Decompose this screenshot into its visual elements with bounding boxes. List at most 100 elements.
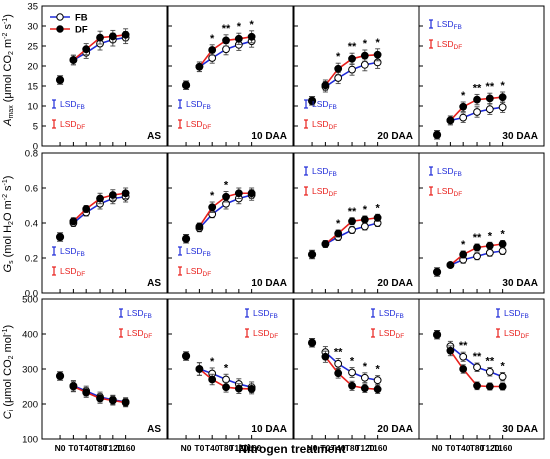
point-df xyxy=(208,203,217,212)
y-tick-label: 25 xyxy=(27,42,38,53)
x-tick-label: T160 xyxy=(493,443,513,453)
panel-label: 30 DAA xyxy=(502,131,538,142)
point-fb xyxy=(498,372,507,381)
point-df xyxy=(208,46,217,54)
x-tick-label: T0 xyxy=(320,443,330,453)
panel-frame xyxy=(293,5,420,147)
x-tick-label: N0 xyxy=(307,443,318,453)
point-df xyxy=(473,95,481,104)
legend-marker-fb xyxy=(56,13,64,21)
point-df xyxy=(334,229,343,238)
point-df xyxy=(459,365,468,373)
panel-frame xyxy=(41,152,168,294)
point-df xyxy=(498,240,507,248)
significance-marker: * xyxy=(375,364,380,376)
significance-marker: * xyxy=(461,239,466,251)
point-df xyxy=(446,116,455,125)
point-df xyxy=(334,369,343,378)
y-axis-title-gs: Gs (mol H2O m-2 s-1) xyxy=(2,176,15,273)
lsd-label-fb: LSDFB xyxy=(437,166,462,178)
panel-frame xyxy=(293,152,420,294)
point-df xyxy=(69,217,78,226)
x-tick-label: T120 xyxy=(103,443,123,453)
y-tick-label: 0.0 xyxy=(25,289,38,300)
n0-point xyxy=(307,250,317,259)
point-df xyxy=(234,34,243,43)
point-df xyxy=(96,33,104,42)
point-df xyxy=(334,64,343,73)
y-tick-label: 0.8 xyxy=(25,149,38,160)
point-df xyxy=(459,102,468,111)
x-tick-label: T80 xyxy=(219,443,234,453)
lsd-label-df: LSDDF xyxy=(186,266,211,278)
x-tick-label: T40 xyxy=(331,443,346,453)
y-tick-label: 10 xyxy=(27,102,38,113)
significance-marker: * xyxy=(350,356,355,368)
significance-marker: ** xyxy=(486,81,495,93)
x-tick-label: N0 xyxy=(181,443,192,453)
x-axis-title: Nitrogen treatment xyxy=(238,442,345,456)
lsd-label-df: LSDDF xyxy=(60,266,85,278)
x-tick-label: T40 xyxy=(456,443,471,453)
legend-label-fb: FB xyxy=(75,13,88,24)
n0-point xyxy=(55,371,65,381)
lsd-label-fb: LSDFB xyxy=(60,246,85,258)
lsd-label-df: LSDDF xyxy=(186,119,211,131)
n0-point xyxy=(181,234,191,243)
y-tick-label: 35 xyxy=(27,2,38,13)
significance-marker: ** xyxy=(473,232,482,244)
significance-marker: ** xyxy=(348,206,357,218)
significance-marker: * xyxy=(375,37,380,49)
panel-frame xyxy=(418,5,545,147)
significance-marker: ** xyxy=(222,23,231,35)
point-df xyxy=(498,382,507,391)
significance-marker: * xyxy=(363,361,368,373)
y-tick-label: 400 xyxy=(22,330,38,341)
point-df xyxy=(247,385,256,393)
panel-label: 20 DAA xyxy=(377,424,413,435)
y-tick-label: 0.6 xyxy=(25,184,38,195)
point-df xyxy=(321,81,330,90)
y-axis-titles: Amax (μmol CO2 m-2 s-1) Gs (mol H2O m-2 … xyxy=(2,14,15,419)
n0-point xyxy=(307,96,317,105)
x-tick-label: T80 xyxy=(470,443,485,453)
lsd-label-fb: LSDFB xyxy=(504,308,529,320)
point-fb xyxy=(373,376,382,385)
significance-marker: * xyxy=(500,229,505,241)
lsd-label-fb: LSDFB xyxy=(253,308,278,320)
lsd-label-df: LSDDF xyxy=(437,39,462,51)
point-fb xyxy=(473,108,481,116)
point-df xyxy=(373,50,382,59)
point-df xyxy=(121,398,130,407)
point-df xyxy=(373,385,382,394)
lsd-label-df: LSDDF xyxy=(379,328,404,340)
significance-marker: * xyxy=(375,202,380,214)
point-df xyxy=(348,381,356,390)
y-tick-label: 5 xyxy=(33,122,38,133)
point-df xyxy=(96,194,104,203)
y-tick-label: 15 xyxy=(27,82,38,93)
point-fb xyxy=(473,363,481,372)
significance-marker: * xyxy=(336,218,341,230)
significance-marker: * xyxy=(210,356,215,368)
x-tick-label: T0 xyxy=(445,443,455,453)
significance-marker: * xyxy=(224,362,229,374)
significance-marker: ** xyxy=(473,351,482,363)
panel-label: AS xyxy=(147,131,161,142)
point-df xyxy=(222,383,230,392)
panel-frame xyxy=(167,298,294,440)
point-fb xyxy=(348,368,356,377)
point-df xyxy=(96,394,104,403)
panel-label: 10 DAA xyxy=(251,424,287,435)
point-df xyxy=(485,94,494,103)
point-fb xyxy=(222,45,230,54)
point-df xyxy=(195,222,204,231)
lsd-label-fb: LSDFB xyxy=(127,308,152,320)
point-fb xyxy=(360,60,369,69)
lsd-label-fb: LSDFB xyxy=(312,166,337,178)
